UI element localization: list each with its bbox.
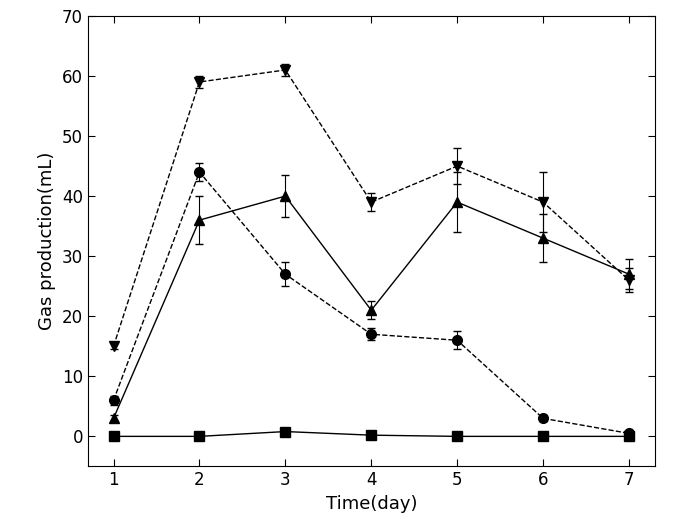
Y-axis label: Gas production(mL): Gas production(mL) bbox=[38, 152, 56, 330]
X-axis label: Time(day): Time(day) bbox=[325, 495, 417, 513]
